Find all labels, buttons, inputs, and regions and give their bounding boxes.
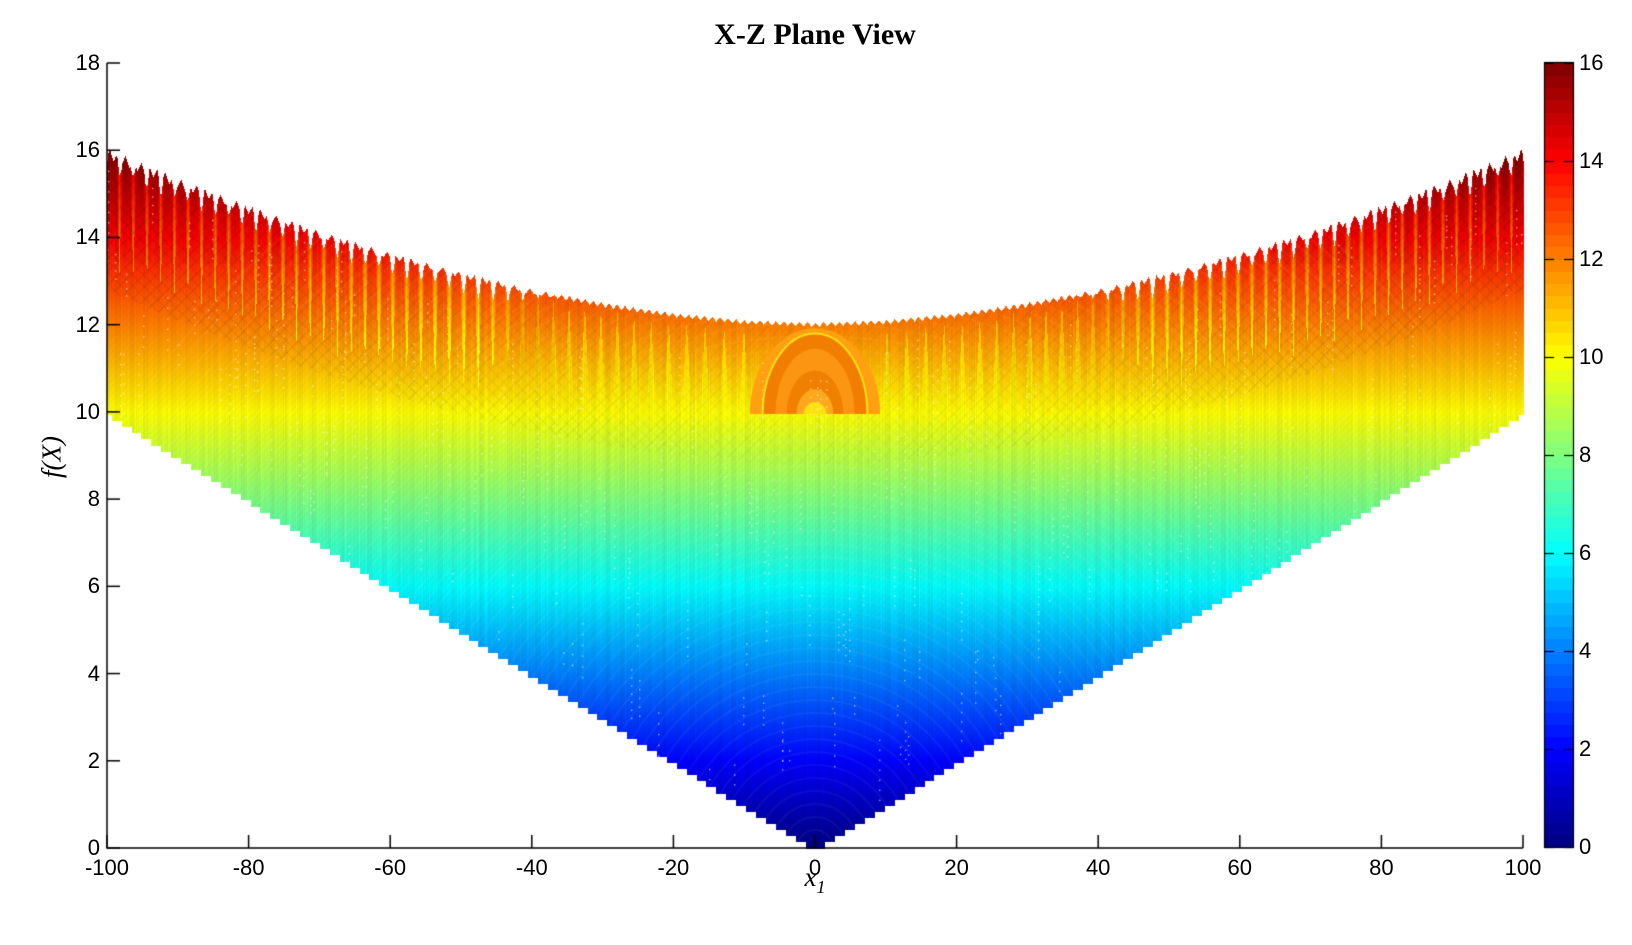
x-tick-label: -60 [374, 855, 407, 880]
x-tick-label: 0 [808, 855, 822, 880]
colorbar-tick-label: 6 [1579, 540, 1592, 565]
colorbar-tick-label: 12 [1579, 246, 1604, 271]
x-tick-label: 80 [1369, 855, 1394, 880]
colorbar-tick-label: 2 [1579, 736, 1592, 761]
y-tick-label: 0 [87, 835, 100, 860]
y-tick-label: 6 [87, 573, 100, 599]
x-tick-label: -40 [515, 855, 548, 880]
x-tick-label: -20 [657, 855, 690, 880]
y-tick-label: 18 [75, 50, 100, 75]
y-tick-label: 10 [75, 398, 100, 424]
y-tick-label: 8 [87, 486, 100, 512]
colorbar-tick-label: 10 [1579, 344, 1604, 369]
y-axis-label: f(X) [36, 436, 67, 478]
colorbar-tick-label: 8 [1579, 442, 1592, 467]
colorbar-tick-label: 0 [1579, 834, 1592, 859]
x-tick-label: 100 [1504, 855, 1542, 880]
colorbar-tick-label: 4 [1579, 638, 1592, 663]
y-tick-label: 4 [87, 660, 100, 686]
x-axis-label: x1 [805, 862, 826, 898]
x-tick-label: 20 [944, 855, 969, 880]
y-tick-label: 12 [75, 311, 100, 337]
plot-title: X-Z Plane View [714, 18, 916, 51]
x-tick-label: 60 [1227, 855, 1253, 880]
x-axis-label-base: x [804, 862, 817, 892]
x-tick-label: -100 [84, 855, 130, 880]
y-tick-label: 14 [75, 224, 100, 250]
colorbar-tick-label: 16 [1579, 50, 1604, 75]
colorbar-tick-label: 14 [1579, 148, 1604, 173]
x-tick-label: 40 [1085, 855, 1111, 880]
y-tick-label: 16 [75, 137, 100, 163]
x-axis-label-subscript: 1 [816, 877, 826, 897]
y-tick-label: 2 [87, 747, 100, 773]
x-tick-label: -80 [232, 855, 265, 880]
